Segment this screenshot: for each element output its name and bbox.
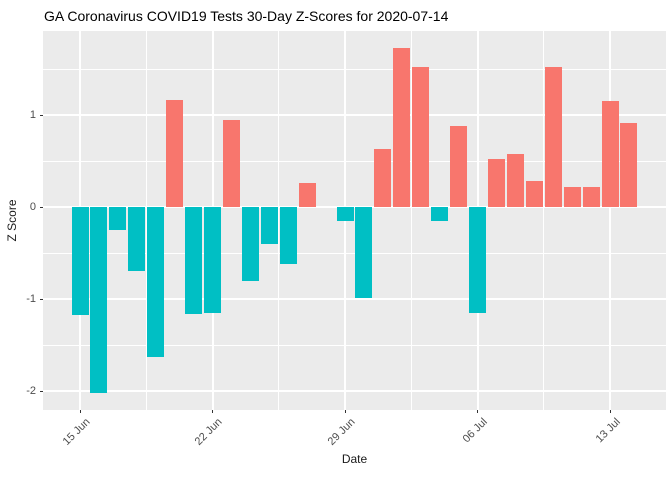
bar — [109, 207, 127, 231]
bar — [544, 66, 562, 208]
y-tick-label: -1 — [26, 293, 36, 306]
x-tick-label: 15 Jun — [60, 416, 93, 448]
y-tick-label: 0 — [29, 201, 36, 214]
x-tick-mark — [477, 410, 479, 413]
x-tick-mark — [609, 410, 611, 413]
x-tick-label: 29 Jun — [325, 416, 358, 448]
bar — [374, 149, 392, 208]
bar — [582, 187, 600, 208]
gridline-minor-x — [543, 31, 545, 410]
bar — [279, 207, 297, 265]
bar — [601, 100, 619, 208]
bar — [241, 207, 259, 281]
bar — [185, 207, 203, 315]
gridline-minor-x — [278, 31, 280, 410]
bar — [620, 122, 638, 208]
gridline-minor-x — [145, 31, 147, 410]
y-tick-label: 1 — [29, 109, 36, 122]
gridline-minor-x — [410, 31, 412, 410]
x-tick-mark — [344, 410, 346, 413]
gridline-major-y — [43, 114, 666, 117]
bar — [469, 207, 487, 314]
bar — [336, 207, 354, 222]
x-tick-label: 06 Jul — [460, 416, 491, 446]
bar — [506, 154, 524, 208]
bar — [525, 180, 543, 208]
bar — [412, 66, 430, 208]
y-tick-mark — [40, 115, 43, 117]
bar — [393, 48, 411, 208]
y-tick-mark — [40, 207, 43, 209]
bar — [563, 187, 581, 208]
x-tick-mark — [212, 410, 213, 413]
gridline-minor-y — [43, 344, 666, 346]
bar — [204, 207, 221, 314]
gridline-major-y — [43, 206, 666, 209]
gridline-minor-y — [43, 68, 666, 70]
x-tick-label: 22 Jun — [193, 416, 226, 448]
plot-panel — [43, 31, 666, 410]
y-tick-label: -2 — [26, 385, 36, 398]
bar — [487, 158, 505, 208]
bar — [147, 207, 165, 358]
x-tick-label: 13 Jul — [593, 416, 623, 446]
bar — [450, 125, 468, 208]
gridline-minor-y — [43, 252, 666, 254]
gridline-minor-y — [43, 160, 666, 162]
gridline-major-y — [43, 298, 666, 301]
y-tick-mark — [40, 391, 43, 393]
x-tick-mark — [79, 410, 81, 413]
y-axis-title: Z Score — [5, 199, 19, 242]
gridline-major-x — [609, 31, 612, 410]
chart-title: GA Coronavirus COVID19 Tests 30-Day Z-Sc… — [44, 8, 449, 24]
bar — [431, 207, 449, 222]
bar — [71, 207, 89, 316]
bar — [355, 207, 373, 298]
y-tick-mark — [40, 299, 43, 301]
bar — [128, 207, 146, 271]
bar — [222, 120, 240, 208]
bar — [166, 99, 184, 208]
gridline-major-y — [43, 390, 666, 393]
bar — [260, 207, 278, 245]
bar — [298, 183, 316, 208]
x-axis-title: Date — [341, 452, 368, 466]
bar — [90, 207, 108, 394]
